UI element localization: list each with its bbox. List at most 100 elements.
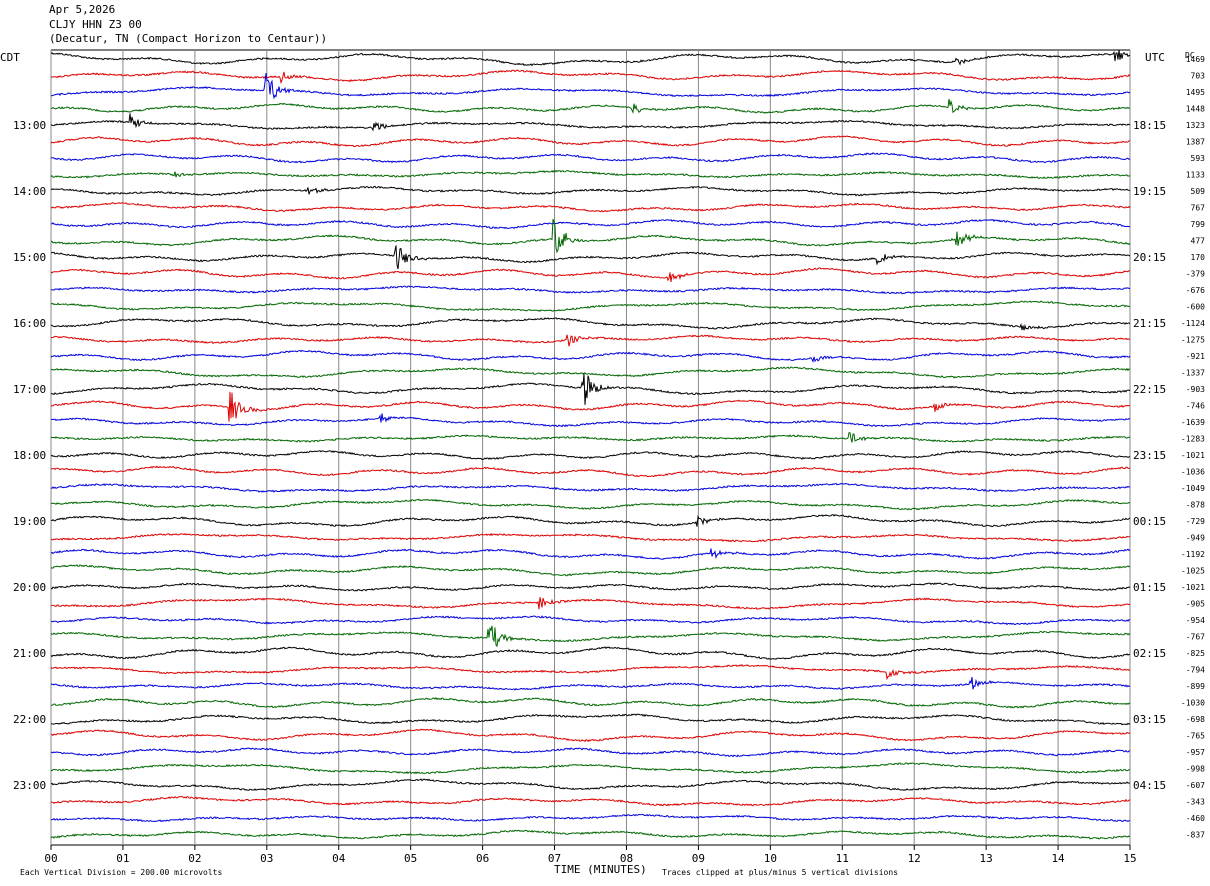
location-label: (Decatur, TN (Compact Horizon to Centaur…	[49, 32, 328, 45]
utc-label: UTC	[1145, 51, 1165, 64]
dc-offset-label: -878	[1186, 501, 1205, 510]
cdt-label: CDT	[0, 51, 20, 64]
x-tick-label: 01	[116, 852, 129, 865]
trace-line	[50, 813, 1131, 823]
scale-note: Each Vertical Division = 200.00 microvol…	[20, 868, 222, 877]
x-tick-label: 08	[620, 852, 633, 865]
dc-label: DC	[1185, 51, 1195, 60]
cdt-hour-label: 23:00	[13, 779, 46, 792]
x-tick-label: 14	[1051, 852, 1065, 865]
axis-labels: 00 01 02 03 04 05 06 07 08 09 10 11 12 13 14 15 1469 703 1…	[13, 55, 1205, 865]
x-tick-label: 00	[44, 852, 57, 865]
dc-offset-label: -379	[1186, 270, 1205, 279]
x-tick-label: 15	[1123, 852, 1136, 865]
dc-offset-label: -1275	[1181, 336, 1205, 345]
dc-offset-label: 1495	[1186, 88, 1205, 97]
dc-offset-label: -1337	[1181, 369, 1205, 378]
dc-offset-label: -1639	[1181, 418, 1205, 427]
minute-gridlines	[50, 49, 1131, 850]
dc-offset-label: 509	[1191, 187, 1206, 196]
dc-offset-label: -746	[1186, 402, 1205, 411]
utc-hour-label: 01:15	[1133, 581, 1166, 594]
trace-line	[50, 391, 1130, 422]
trace-line	[50, 532, 1131, 543]
trace-line	[50, 778, 1130, 791]
trace-line	[50, 373, 1131, 405]
cdt-hour-label: 21:00	[13, 647, 46, 660]
trace-line	[50, 245, 1131, 270]
cdt-hour-label: 20:00	[13, 581, 46, 594]
trace-line	[51, 317, 1131, 331]
dc-offset-label: -343	[1186, 798, 1205, 807]
station-label: CLJY HHN Z3 00	[49, 17, 142, 31]
trace-line	[50, 582, 1131, 592]
trace-line	[51, 413, 1131, 428]
trace-line	[50, 696, 1131, 709]
x-tick-label: 11	[836, 852, 849, 865]
trace-line	[50, 267, 1131, 282]
trace-line	[50, 796, 1131, 807]
dc-offset-label: 170	[1191, 253, 1206, 262]
dc-offset-label: -729	[1186, 517, 1205, 526]
dc-offset-label: -1025	[1181, 567, 1205, 576]
dc-offset-label: -1036	[1181, 468, 1205, 477]
dc-offset-label: 1133	[1186, 171, 1205, 180]
dc-offset-label: 703	[1191, 72, 1206, 81]
utc-hour-label: 03:15	[1133, 713, 1166, 726]
trace-line	[50, 218, 1131, 230]
utc-hour-label: 02:15	[1133, 647, 1166, 660]
dc-offset-label: -1124	[1181, 319, 1205, 328]
x-tick-label: 07	[548, 852, 561, 865]
plot-header: Apr 5,2026 CLJY HHN Z3 00 (Decatur, TN (…	[49, 3, 327, 47]
x-tick-label: 12	[908, 852, 921, 865]
trace-line	[50, 169, 1131, 179]
dc-offset-label: 767	[1191, 204, 1206, 213]
trace-line	[50, 135, 1131, 148]
trace-line	[50, 152, 1131, 164]
dc-offset-label: 1387	[1186, 138, 1205, 147]
utc-hour-label: 00:15	[1133, 515, 1166, 528]
dc-offset-label: 799	[1191, 220, 1206, 229]
utc-hour-label: 22:15	[1133, 383, 1166, 396]
utc-hour-label: 20:15	[1133, 251, 1166, 264]
trace-line	[50, 49, 1131, 67]
trace-line	[50, 548, 1131, 560]
dc-offset-label: -1030	[1181, 699, 1205, 708]
utc-hour-label: 18:15	[1133, 119, 1166, 132]
trace-line	[50, 498, 1131, 511]
cdt-hour-label: 13:00	[13, 119, 46, 132]
trace-line	[50, 185, 1131, 197]
trace-line	[50, 218, 1131, 254]
dc-offset-label: -949	[1186, 534, 1205, 543]
trace-line	[50, 762, 1131, 775]
x-axis-title: TIME (MINUTES)	[554, 863, 647, 876]
dc-offset-label: -765	[1186, 732, 1205, 741]
x-tick-label: 13	[980, 852, 993, 865]
cdt-hour-label: 22:00	[13, 713, 46, 726]
utc-hour-label: 23:15	[1133, 449, 1166, 462]
dc-offset-label: -460	[1186, 814, 1205, 823]
dc-offset-label: 593	[1191, 154, 1206, 163]
dc-offset-label: -954	[1186, 616, 1205, 625]
trace-line	[50, 615, 1131, 626]
dc-offset-label: -957	[1186, 748, 1205, 757]
dc-offset-label: -794	[1186, 666, 1205, 675]
cdt-hour-label: 18:00	[13, 449, 46, 462]
cdt-hour-label: 14:00	[13, 185, 46, 198]
dc-offset-label: -998	[1186, 765, 1205, 774]
trace-line	[50, 334, 1131, 347]
trace-line	[50, 597, 1131, 610]
dc-offset-label: -825	[1186, 649, 1205, 658]
trace-line	[50, 829, 1131, 840]
dc-offset-label: -1192	[1181, 550, 1205, 559]
trace-line	[50, 349, 1131, 363]
cdt-hour-label: 17:00	[13, 383, 46, 396]
trace-line	[50, 366, 1131, 379]
dc-offset-label: -1021	[1181, 583, 1205, 592]
trace-line	[50, 73, 1131, 100]
dc-offset-label: -600	[1186, 303, 1205, 312]
x-tick-label: 03	[260, 852, 273, 865]
dc-offset-label: -1283	[1181, 435, 1205, 444]
dc-offset-label: 477	[1191, 237, 1206, 246]
dc-offset-label: -1049	[1181, 484, 1205, 493]
